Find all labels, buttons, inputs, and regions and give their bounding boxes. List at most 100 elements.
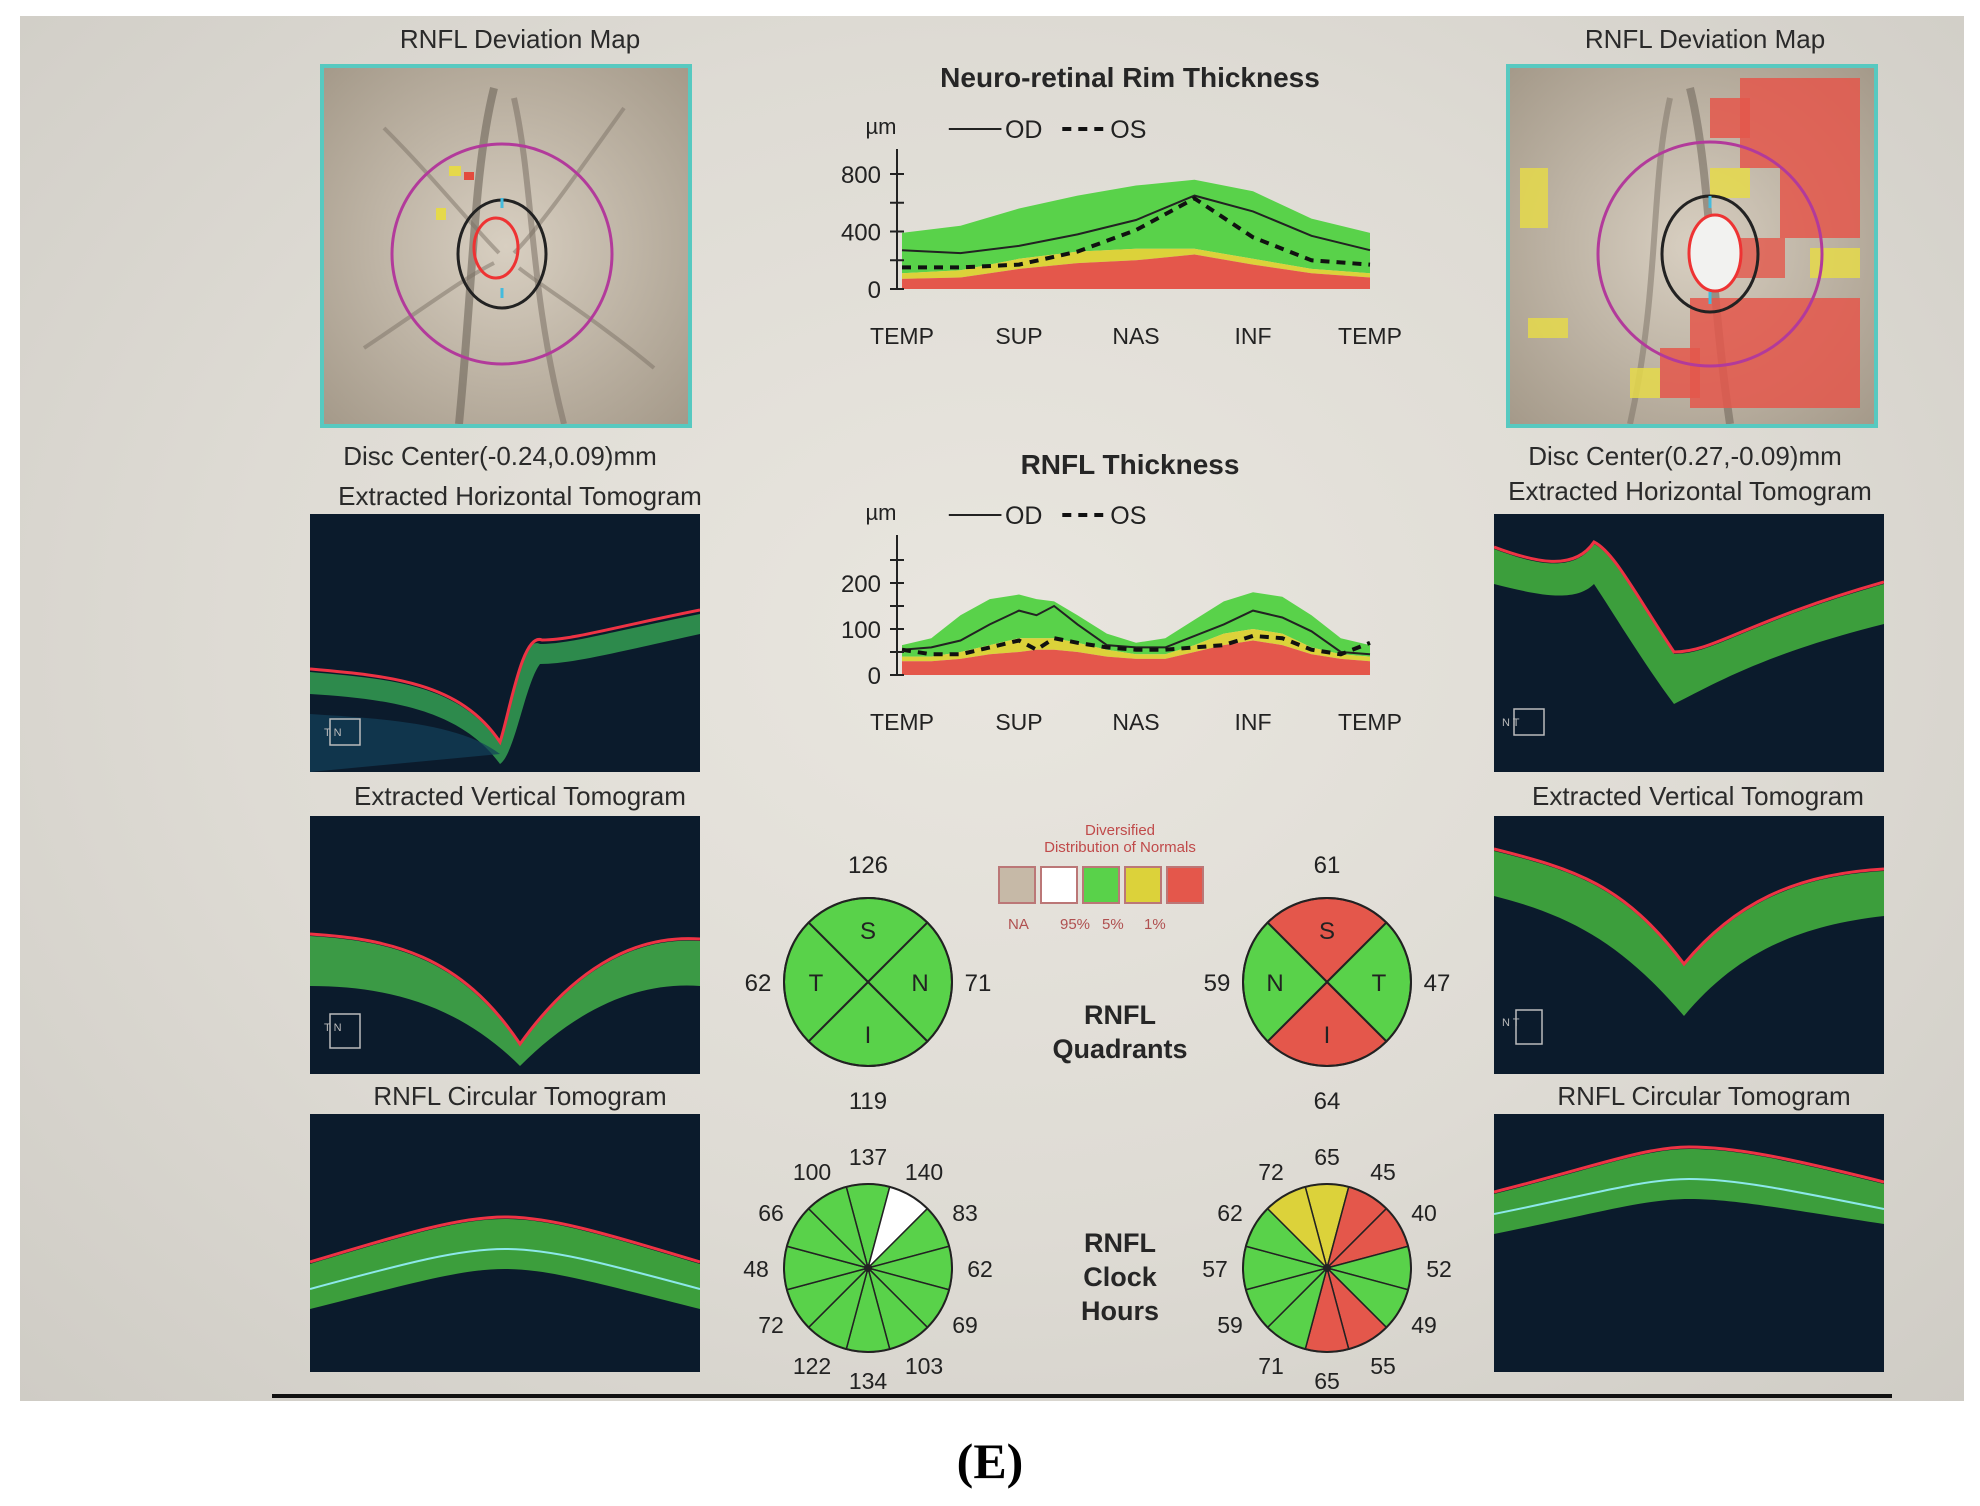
right-vertical-marker: N T bbox=[1502, 1017, 1520, 1029]
rnfl-series-od bbox=[901, 604, 1371, 656]
rim-x-label: NAS bbox=[1112, 323, 1159, 349]
clock-os-hour-value: 62 bbox=[1217, 1200, 1243, 1226]
clock-od-hour-value: 103 bbox=[905, 1353, 943, 1379]
left-vertical-title: Extracted Vertical Tomogram bbox=[354, 781, 686, 811]
rim-y-tick-label: 400 bbox=[841, 220, 881, 247]
legend-swatch-red bbox=[1166, 866, 1204, 904]
rnfl-legend-os-label: OS bbox=[1110, 502, 1146, 530]
legend-title-line2: Distribution of Normals bbox=[1044, 839, 1196, 856]
rnfl-x-label: TEMP bbox=[1338, 709, 1402, 735]
quadrants-os-chart: S 61 T 47 I 64 N 59 bbox=[1204, 852, 1451, 1115]
rim-band-yellow bbox=[902, 248, 1370, 279]
left-fundus-image bbox=[324, 68, 688, 424]
right-deviation-map bbox=[1506, 64, 1878, 428]
left-vertical-scan: T N bbox=[310, 816, 700, 1074]
rnfl-band-red bbox=[902, 640, 1370, 675]
legend-swatch-yellow bbox=[1124, 866, 1162, 904]
right-fundus-image bbox=[1510, 68, 1874, 424]
quad-os-sector-value: 61 bbox=[1314, 852, 1341, 879]
clock-od-hour-value: 66 bbox=[758, 1200, 784, 1226]
clock-os-hour-value: 55 bbox=[1370, 1353, 1396, 1379]
rim-x-label: TEMP bbox=[870, 323, 934, 349]
bottom-rule bbox=[272, 1394, 1892, 1398]
clock-od-hour-value: 83 bbox=[952, 1200, 978, 1226]
left-horizontal-tomogram: T N bbox=[310, 514, 700, 772]
rnfl-band-green bbox=[902, 592, 1370, 657]
clock-os-hour-value: 45 bbox=[1370, 1159, 1396, 1185]
rnfl-x-label: TEMP bbox=[870, 709, 934, 735]
quad-os-sector-value: 64 bbox=[1314, 1088, 1341, 1115]
clock-os-hour-value: 57 bbox=[1202, 1256, 1228, 1282]
clock-hours-label-line3: Hours bbox=[1080, 1296, 1159, 1326]
rnfl-series-os bbox=[901, 633, 1371, 657]
quad-os-sector-label: N bbox=[1266, 970, 1283, 997]
normative-legend: NA 95% 5% 1% bbox=[998, 866, 1228, 946]
left-circular-tomogram bbox=[310, 1114, 700, 1372]
figure-label-text: (E) bbox=[956, 1433, 1024, 1489]
rim-series-os bbox=[902, 196, 1371, 270]
quadrants-label-line2: Quadrants bbox=[1052, 1034, 1188, 1064]
quad-od-outline bbox=[783, 897, 953, 1067]
rnfl-x-label: INF bbox=[1234, 709, 1271, 735]
clock-hours-label-line2: Clock bbox=[1083, 1262, 1157, 1292]
rim-y-unit: µm bbox=[865, 114, 896, 139]
rim-thickness-chart: 0 400 800 µm TEMP SUP NAS INF TEMP OD OS bbox=[841, 114, 1402, 349]
clock-os-hour-value: 72 bbox=[1258, 1159, 1284, 1185]
left-vertical-tomogram: T N bbox=[310, 816, 700, 1074]
left-horizontal-marker: T N bbox=[324, 727, 342, 739]
legend-swatch-white bbox=[1040, 866, 1078, 904]
clock-hours-label-line1: RNFL bbox=[1084, 1228, 1156, 1258]
quad-od-sector-label: S bbox=[860, 918, 876, 945]
quad-od-sector-label: T bbox=[809, 970, 824, 997]
rnfl-x-label: NAS bbox=[1112, 709, 1159, 735]
right-horizontal-scan: N T bbox=[1494, 514, 1884, 772]
left-vertical-marker: T N bbox=[324, 1022, 342, 1034]
rim-y-tick-label: 800 bbox=[841, 162, 881, 189]
left-deviation-title: RNFL Deviation Map bbox=[399, 24, 641, 54]
rnfl-chart-title: RNFL Thickness bbox=[1020, 449, 1240, 480]
legend-swatch-tan bbox=[998, 866, 1036, 904]
right-disc-center: Disc Center(0.27,-0.09)mm bbox=[1528, 441, 1842, 471]
clock-od-hour-value: 69 bbox=[952, 1312, 978, 1338]
clock-os-hour-value: 52 bbox=[1426, 1256, 1452, 1282]
legend-title: Diversified Distribution of Normals bbox=[980, 822, 1260, 856]
clock-od-hour-value: 72 bbox=[758, 1312, 784, 1338]
left-horizontal-scan: T N bbox=[310, 514, 700, 772]
clock-os-hour-value: 59 bbox=[1217, 1312, 1243, 1338]
quad-os-sector-value: 47 bbox=[1424, 970, 1451, 997]
clock-os-center-dot bbox=[1323, 1264, 1331, 1272]
legend-swatch-green bbox=[1082, 866, 1120, 904]
clock-od-hour-value: 100 bbox=[793, 1159, 831, 1185]
right-horizontal-tomogram: N T bbox=[1494, 514, 1884, 772]
rim-series-od bbox=[901, 194, 1371, 255]
rim-y-tick-label: 0 bbox=[868, 277, 881, 304]
quad-od-sector-value: 71 bbox=[965, 970, 992, 997]
clock-od-outline bbox=[783, 1183, 953, 1353]
rim-legend-od-label: OD bbox=[1005, 116, 1043, 144]
quad-od-sector-label: N bbox=[911, 970, 928, 997]
quad-os-sector-label: S bbox=[1319, 918, 1335, 945]
quad-od-sector-value: 119 bbox=[849, 1088, 887, 1115]
rnfl-legend-od-label: OD bbox=[1005, 502, 1043, 530]
right-vertical-title: Extracted Vertical Tomogram bbox=[1532, 781, 1864, 811]
rim-chart-title: Neuro-retinal Rim Thickness bbox=[940, 62, 1320, 93]
quad-os-outline bbox=[1242, 897, 1412, 1067]
legend-label: 95% bbox=[1060, 916, 1091, 933]
clock-od-hour-value: 48 bbox=[743, 1256, 769, 1282]
right-vertical-scan: N T bbox=[1494, 816, 1884, 1074]
clock-os-hour-value: 40 bbox=[1411, 1200, 1437, 1226]
clock-os-hour-value: 65 bbox=[1314, 1144, 1340, 1170]
quad-os-sector-value: 59 bbox=[1204, 970, 1231, 997]
clock-od-hour-value: 134 bbox=[849, 1368, 888, 1394]
clock-os-hour-value: 49 bbox=[1411, 1312, 1437, 1338]
quad-os-sector-label: I bbox=[1324, 1022, 1331, 1049]
clock-os-hour-value: 65 bbox=[1314, 1368, 1340, 1394]
right-horizontal-title: Extracted Horizontal Tomogram bbox=[1508, 476, 1872, 506]
clock-od-hour-value: 137 bbox=[849, 1144, 887, 1170]
right-circular-title: RNFL Circular Tomogram bbox=[1557, 1081, 1851, 1111]
legend-label: 1% bbox=[1144, 916, 1166, 933]
clock-od-hour-value: 62 bbox=[967, 1256, 993, 1282]
clock-od-hour-value: 140 bbox=[905, 1159, 943, 1185]
clock-os-hour-value: 71 bbox=[1258, 1353, 1284, 1379]
rim-x-label: INF bbox=[1234, 323, 1271, 349]
